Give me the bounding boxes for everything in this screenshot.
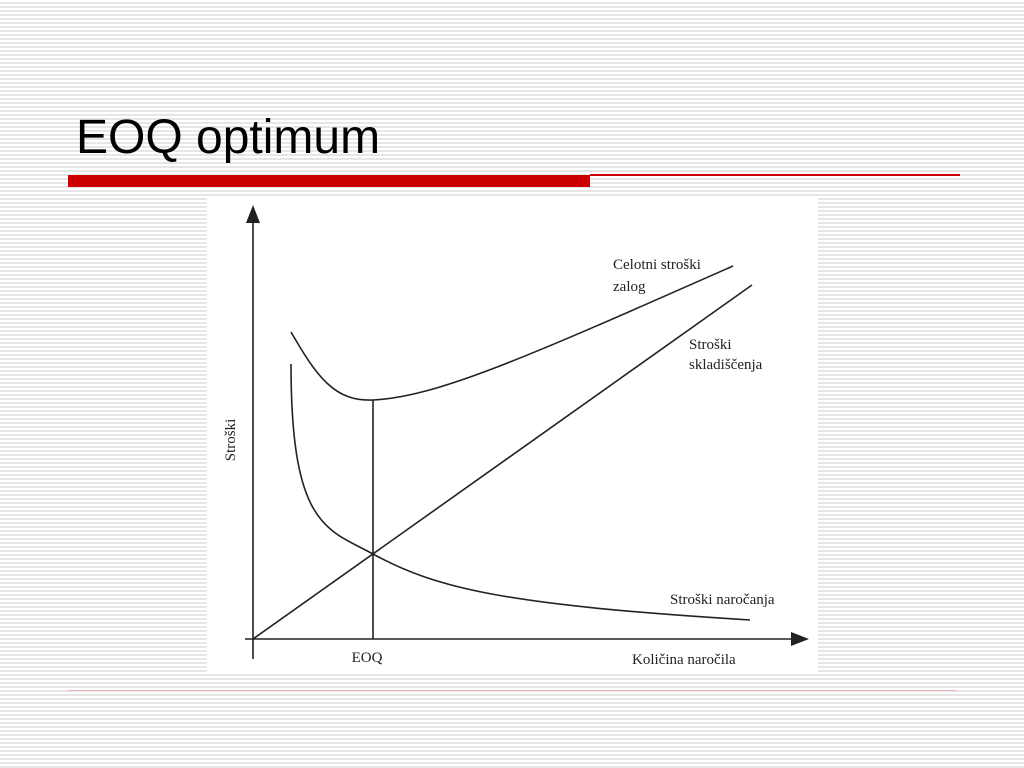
x-axis-arrowhead xyxy=(791,632,809,646)
total-cost-label-line1: Celotni stroški xyxy=(613,257,701,273)
footer-divider xyxy=(68,690,956,691)
y-axis-label: Stroški xyxy=(223,419,239,462)
title-underline-accent xyxy=(68,175,590,187)
eoq-diagram-svg: Stroški Količina naročila EOQ Celotni st… xyxy=(223,205,809,668)
eoq-diagram: Stroški Količina naročila EOQ Celotni st… xyxy=(207,197,818,672)
x-axis-label: Količina naročila xyxy=(632,652,736,668)
y-axis-arrowhead xyxy=(246,205,260,223)
holding-cost-label-line1: Stroški xyxy=(689,337,732,353)
holding-cost-line xyxy=(252,284,753,640)
total-cost-label-line2: zalog xyxy=(613,279,646,295)
eoq-label: EOQ xyxy=(352,650,383,666)
holding-cost-label-line2: skladiščenja xyxy=(689,357,763,373)
title-underline-thin xyxy=(590,174,960,176)
ordering-cost-curve xyxy=(290,363,751,621)
ordering-cost-label: Stroški naročanja xyxy=(670,592,775,608)
total-cost-curve xyxy=(290,265,734,401)
slide-title: EOQ optimum xyxy=(76,111,381,164)
